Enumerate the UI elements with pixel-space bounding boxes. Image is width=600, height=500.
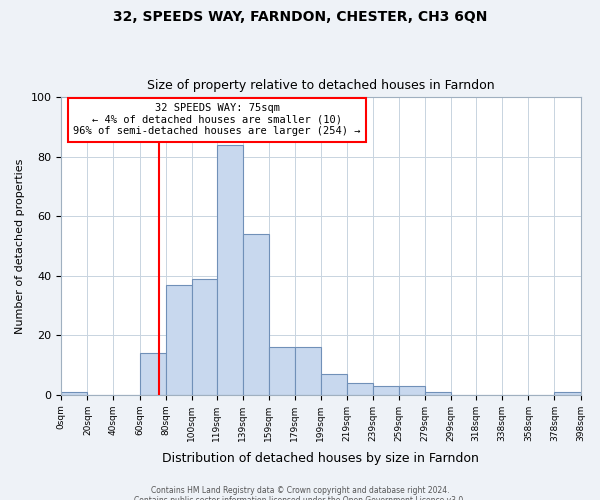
Bar <box>166 284 192 395</box>
Bar <box>269 347 295 395</box>
Bar <box>295 347 321 395</box>
Bar <box>554 392 581 395</box>
Text: 32, SPEEDS WAY, FARNDON, CHESTER, CH3 6QN: 32, SPEEDS WAY, FARNDON, CHESTER, CH3 6Q… <box>113 10 487 24</box>
Bar <box>217 145 242 395</box>
X-axis label: Distribution of detached houses by size in Farndon: Distribution of detached houses by size … <box>163 452 479 465</box>
Bar <box>425 392 451 395</box>
Bar <box>399 386 425 395</box>
Bar <box>321 374 347 395</box>
Title: Size of property relative to detached houses in Farndon: Size of property relative to detached ho… <box>147 79 495 92</box>
Bar <box>61 392 88 395</box>
Text: Contains HM Land Registry data © Crown copyright and database right 2024.: Contains HM Land Registry data © Crown c… <box>151 486 449 495</box>
Text: 32 SPEEDS WAY: 75sqm
← 4% of detached houses are smaller (10)
96% of semi-detach: 32 SPEEDS WAY: 75sqm ← 4% of detached ho… <box>73 104 361 136</box>
Bar <box>140 353 166 395</box>
Y-axis label: Number of detached properties: Number of detached properties <box>15 158 25 334</box>
Bar <box>373 386 399 395</box>
Text: Contains public sector information licensed under the Open Government Licence v3: Contains public sector information licen… <box>134 496 466 500</box>
Bar <box>192 279 217 395</box>
Bar <box>242 234 269 395</box>
Bar <box>347 383 373 395</box>
